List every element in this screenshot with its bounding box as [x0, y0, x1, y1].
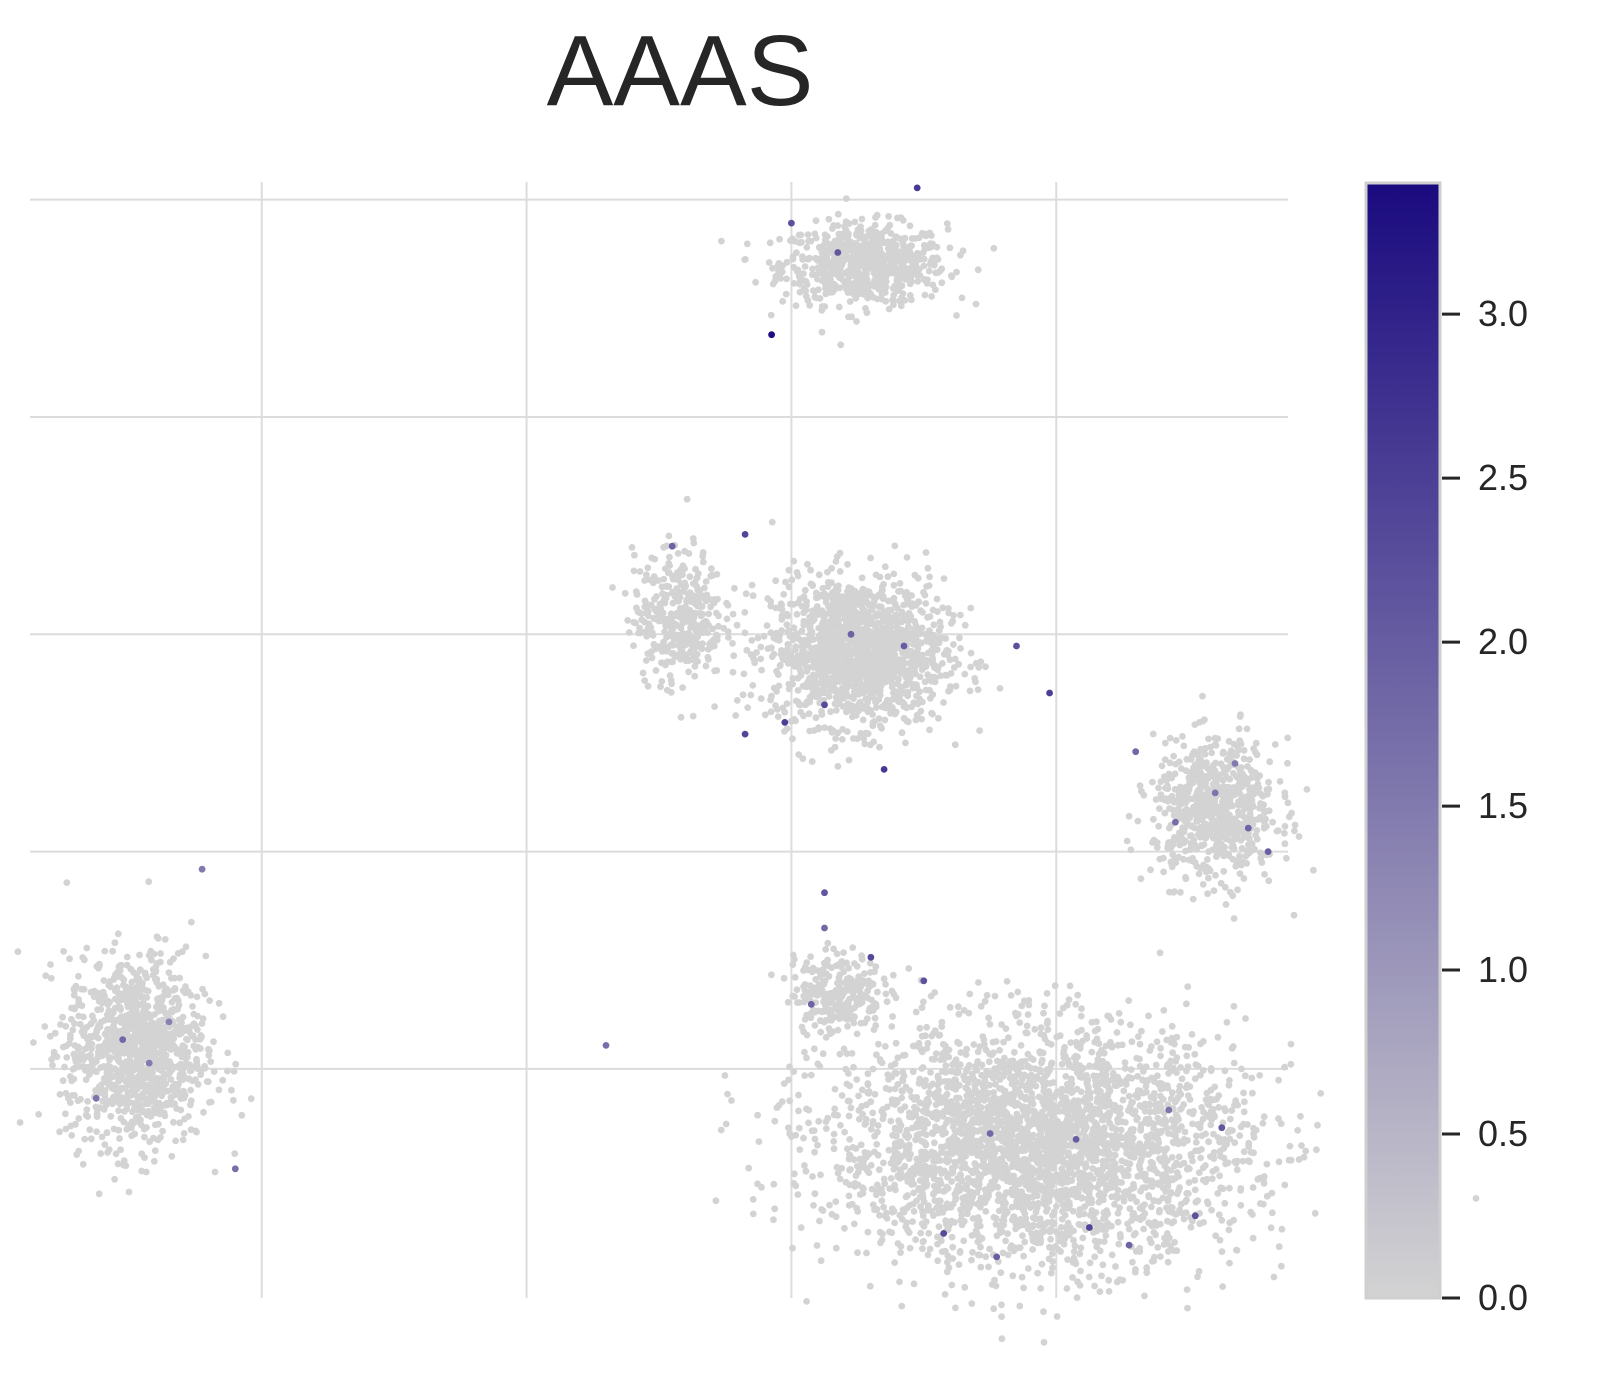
cell-point [782, 290, 790, 298]
cell-point [921, 291, 929, 299]
cell-point [812, 234, 820, 242]
cell-point [851, 218, 859, 226]
cell-point [901, 257, 909, 265]
cell-point [818, 328, 826, 336]
cell-point [835, 303, 843, 311]
cell-point [844, 289, 852, 296]
cell-point [863, 283, 870, 291]
cell-point [792, 302, 800, 310]
scatter-points [14, 184, 1480, 1346]
cell-point [887, 230, 895, 237]
cell-point [803, 244, 811, 251]
cell-point [892, 233, 900, 241]
cell-point [815, 286, 822, 294]
cell-point [743, 240, 751, 248]
cell-point [946, 244, 954, 252]
cell-point [752, 278, 759, 286]
cell-point [812, 217, 820, 225]
cell-point [783, 275, 790, 283]
cell-point [972, 300, 980, 308]
cell-point [795, 273, 803, 280]
cell-point [794, 266, 802, 274]
cell-point [898, 282, 906, 290]
cell-point [821, 303, 829, 310]
cell-point [767, 311, 775, 319]
cell-point [769, 265, 776, 272]
cell-point [953, 268, 960, 276]
cell-point [801, 263, 809, 270]
cell-point [801, 277, 809, 285]
cell-point [789, 253, 797, 261]
chart-title: AAAS [546, 15, 814, 127]
cell-point [809, 265, 816, 273]
cell-point [806, 254, 813, 262]
cell-point [974, 266, 982, 274]
cell-point [933, 243, 941, 251]
cell-point [906, 222, 914, 230]
cell-point [858, 215, 866, 223]
cell-point [799, 253, 806, 261]
cell-point [934, 255, 942, 263]
cell-point [885, 213, 892, 220]
cell-point [769, 280, 777, 288]
cell-point [842, 195, 850, 203]
cell-point [834, 222, 842, 230]
cell-point [718, 237, 725, 245]
cell-point [900, 235, 907, 243]
cell-point [842, 218, 850, 226]
cell-point [837, 341, 845, 349]
cell-point [776, 235, 783, 243]
cell-point [867, 233, 875, 241]
cell-point [866, 289, 873, 296]
cell-point [779, 297, 787, 305]
cell-point [863, 309, 871, 317]
cell-point [944, 225, 952, 233]
cell-point [870, 294, 877, 301]
cell-point [821, 231, 829, 239]
cell-point [896, 297, 903, 305]
cell-point [915, 234, 923, 242]
cell-point [908, 235, 916, 242]
cell-point [804, 231, 812, 239]
cell-point [901, 297, 909, 304]
cell-point [766, 239, 774, 247]
cell-point [906, 292, 914, 299]
cell-point [928, 293, 935, 300]
cell-point [873, 211, 881, 219]
cell-point [845, 313, 852, 321]
cell-point [878, 295, 886, 303]
cell-point [846, 298, 854, 305]
cell-point [829, 225, 836, 232]
cell-point [871, 221, 879, 229]
cell-point [834, 210, 842, 218]
cell-point [796, 280, 803, 288]
cell-point [899, 216, 907, 224]
cell-point [953, 312, 960, 319]
cell-point [802, 287, 810, 295]
cell-point [806, 301, 814, 309]
cell-point [922, 232, 930, 240]
cell-point [914, 278, 922, 285]
